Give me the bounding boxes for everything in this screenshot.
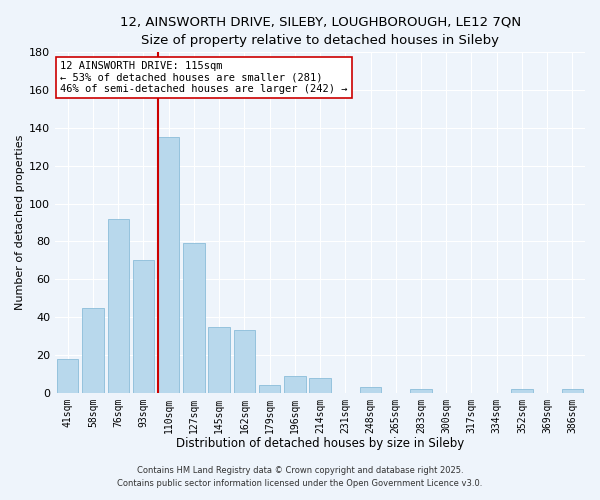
Y-axis label: Number of detached properties: Number of detached properties xyxy=(15,135,25,310)
Bar xyxy=(133,260,154,392)
Bar xyxy=(562,389,583,392)
Bar xyxy=(511,389,533,392)
Text: Contains HM Land Registry data © Crown copyright and database right 2025.
Contai: Contains HM Land Registry data © Crown c… xyxy=(118,466,482,487)
Bar xyxy=(82,308,104,392)
Bar xyxy=(310,378,331,392)
Bar xyxy=(233,330,255,392)
X-axis label: Distribution of detached houses by size in Sileby: Distribution of detached houses by size … xyxy=(176,437,464,450)
Bar xyxy=(158,138,179,392)
Bar xyxy=(208,326,230,392)
Bar xyxy=(410,389,432,392)
Text: 12 AINSWORTH DRIVE: 115sqm
← 53% of detached houses are smaller (281)
46% of sem: 12 AINSWORTH DRIVE: 115sqm ← 53% of deta… xyxy=(61,61,348,94)
Bar xyxy=(259,385,280,392)
Title: 12, AINSWORTH DRIVE, SILEBY, LOUGHBOROUGH, LE12 7QN
Size of property relative to: 12, AINSWORTH DRIVE, SILEBY, LOUGHBOROUG… xyxy=(119,15,521,47)
Bar xyxy=(183,244,205,392)
Bar xyxy=(284,376,305,392)
Bar xyxy=(57,358,79,392)
Bar xyxy=(107,218,129,392)
Bar xyxy=(360,387,381,392)
